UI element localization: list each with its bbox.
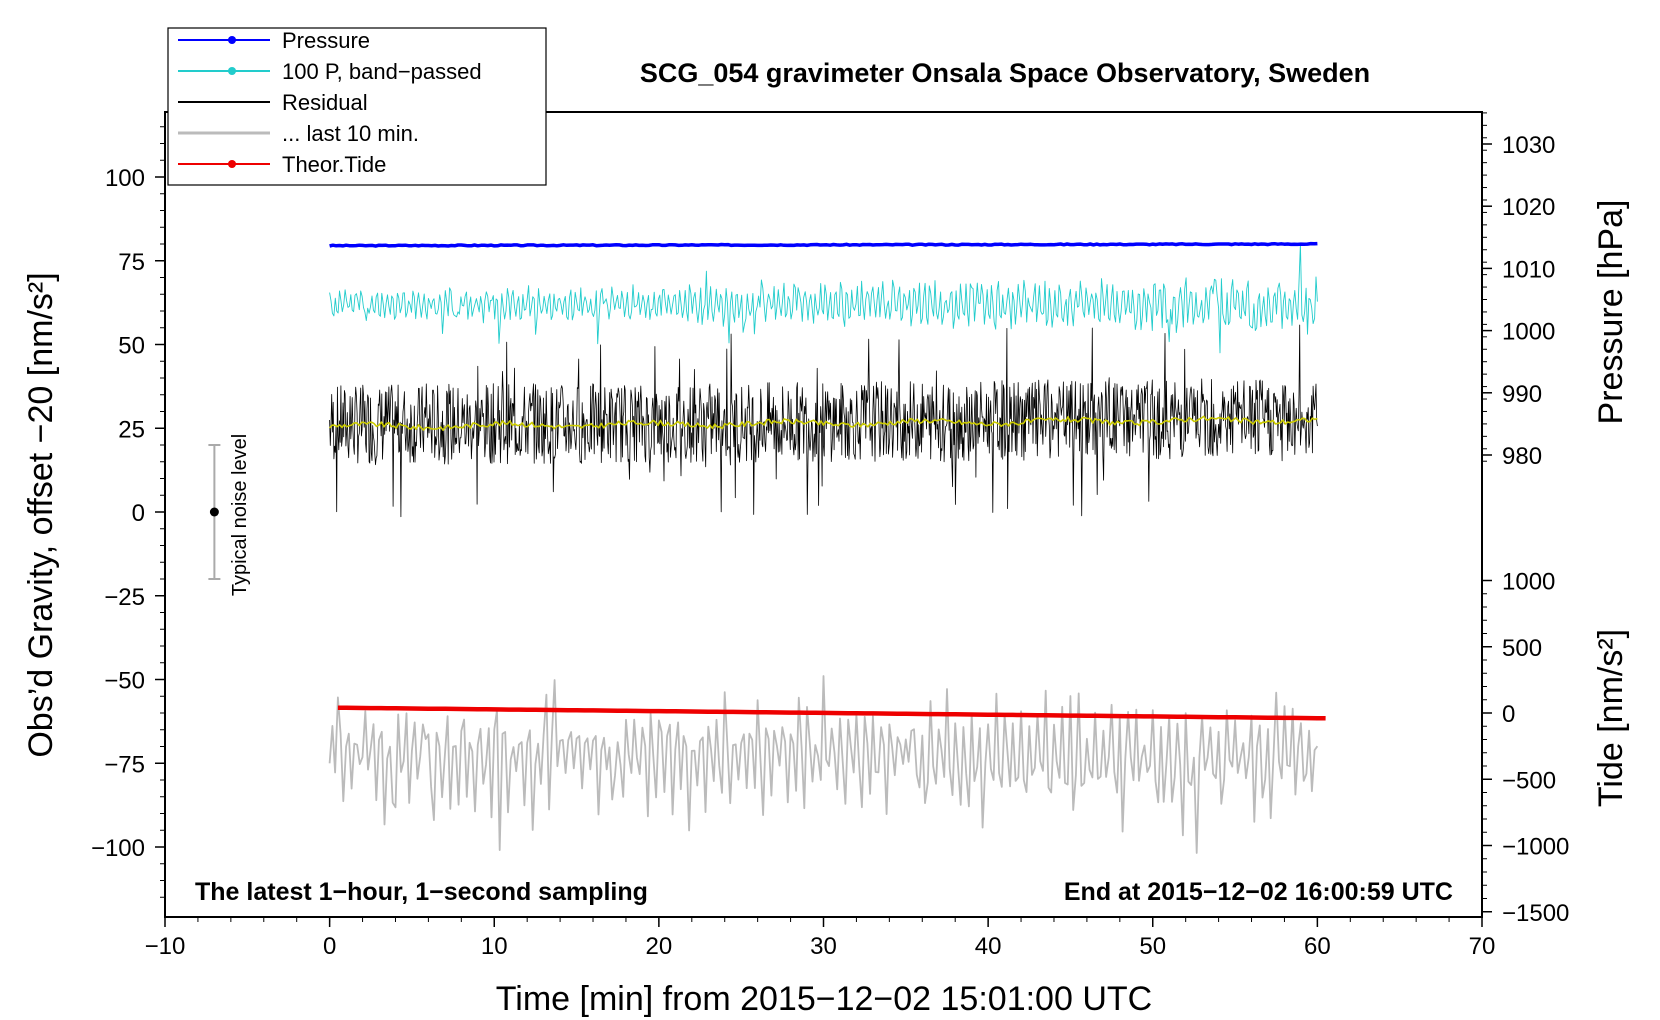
pressure-tick-label: 1010 (1502, 256, 1555, 283)
series-pressure (329, 241, 1318, 248)
tide-tick-label: −500 (1502, 767, 1556, 794)
annotation-end-time: End at 2015−12−02 16:00:59 UTC (1064, 878, 1453, 906)
y-left-tick-label: 0 (132, 500, 145, 527)
x-tick-label: 50 (1139, 933, 1166, 960)
series-residual-smoothed (329, 415, 1318, 431)
legend-label-100-p-band-passed: 100 P, band−passed (282, 59, 482, 84)
series-group (328, 241, 1326, 854)
pressure-tick-label: 980 (1502, 443, 1542, 470)
legend-marker-pressure (228, 36, 236, 44)
noise-bar-center-dot (209, 507, 219, 517)
noise-level-label: Typical noise level (229, 434, 251, 596)
y-axis-pressure: 1030 1020 1010 1000 990 980 (1482, 112, 1555, 470)
tide-tick-label: 1000 (1502, 569, 1555, 596)
series-last-10-min (328, 675, 1319, 854)
y-left-tick-label: −25 (104, 584, 145, 611)
legend-label-residual: Residual (282, 90, 368, 115)
chart-title: SCG_054 gravimeter Onsala Space Observat… (640, 58, 1370, 88)
y-axis-tide: 1000 500 0 −500 −1000 −1500 (1482, 569, 1569, 927)
legend-label-theor-tide: Theor.Tide (282, 152, 386, 177)
y-left-tick-label: 25 (118, 416, 145, 443)
tide-tick-label: −1500 (1502, 900, 1569, 927)
x-tick-label: −10 (145, 933, 186, 960)
y-axis-left-title: Obs’d Gravity, offset −20 [nm/s²] (22, 272, 60, 757)
series-band-passed-pressure (329, 243, 1318, 354)
y-left-tick-label: −75 (104, 751, 145, 778)
y-left-tick-label: 50 (118, 333, 145, 360)
x-axis: −10 0 10 20 30 40 50 60 70 (145, 917, 1496, 960)
y-axis-tide-title: Tide [nm/s²] (1592, 629, 1630, 807)
noise-level-indicator (208, 444, 221, 580)
y-axis-left: 100 75 50 25 0 −25 −50 −75 −100 (91, 126, 165, 898)
series-residual (329, 324, 1318, 518)
legend-label-last-10-min: ... last 10 min. (282, 121, 419, 146)
legend-marker-theor-tide (228, 160, 236, 168)
x-tick-label: 70 (1469, 933, 1496, 960)
x-tick-label: 20 (646, 933, 673, 960)
tide-tick-label: −1000 (1502, 834, 1569, 861)
x-tick-label: 10 (481, 933, 508, 960)
legend-box (167, 27, 547, 186)
x-tick-label: 0 (323, 933, 336, 960)
legend: Pressure 100 P, band−passed Residual ... la… (167, 27, 547, 186)
pressure-tick-label: 1020 (1502, 194, 1555, 221)
y-left-tick-label: 100 (105, 165, 145, 192)
x-tick-label: 30 (810, 933, 837, 960)
series-theoretical-tide (337, 705, 1326, 721)
pressure-tick-label: 1000 (1502, 319, 1555, 346)
x-tick-label: 40 (975, 933, 1002, 960)
pressure-tick-label: 990 (1502, 381, 1542, 408)
pressure-tick-label: 1030 (1502, 132, 1555, 159)
annotation-sampling: The latest 1−hour, 1−second sampling (195, 878, 648, 906)
y-left-tick-label: −100 (91, 835, 145, 862)
x-tick-label: 60 (1304, 933, 1331, 960)
plot-frame (164, 111, 1483, 918)
tide-tick-label: 500 (1502, 635, 1542, 662)
y-left-tick-label: −50 (104, 668, 145, 695)
x-axis-title: Time [min] from 2015−12−02 15:01:00 UTC (496, 980, 1152, 1018)
legend-marker-100-p-band-passed (228, 67, 236, 75)
y-left-tick-label: 75 (118, 249, 145, 276)
tide-tick-label: 0 (1502, 701, 1515, 728)
y-axis-pressure-title: Pressure [hPa] (1592, 200, 1630, 425)
legend-label-pressure: Pressure (282, 28, 370, 53)
